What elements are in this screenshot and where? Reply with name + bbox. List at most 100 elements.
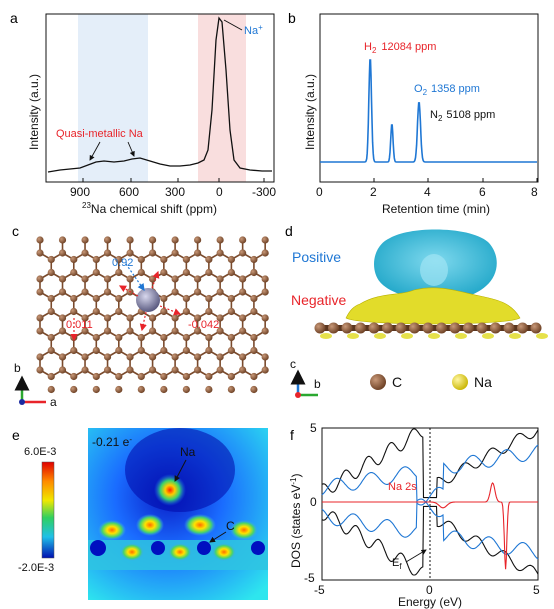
carbon-atom — [103, 327, 112, 335]
panel-a-xticks: 900 600 300 0 -300 — [70, 185, 276, 199]
carbon-atom — [103, 249, 112, 257]
carbon-atom — [58, 288, 67, 296]
carbon-atom — [115, 346, 123, 355]
carbon-atom — [216, 327, 224, 335]
carbon-atom — [36, 249, 44, 257]
gc-chromatogram-line — [320, 59, 537, 163]
carbon-atom — [36, 366, 44, 374]
carbon-atom — [103, 288, 112, 296]
carbon-atom — [205, 346, 213, 355]
carbon-atom — [70, 294, 78, 303]
legend-na-label: Na — [474, 374, 492, 390]
carbon-atom — [227, 268, 235, 277]
carbon-atom — [216, 353, 224, 361]
carbon-atom — [115, 307, 123, 316]
carbon-atom — [194, 275, 202, 283]
carbon-atom — [70, 372, 78, 381]
lower-isosurface-lobe — [401, 333, 413, 339]
carbon-atom — [115, 333, 123, 342]
carbon-atom-side — [328, 322, 339, 334]
positive-label: Positive — [292, 249, 341, 265]
quasi-arrow-right — [127, 141, 135, 157]
carbon-atom — [250, 333, 258, 342]
carbon-atom — [239, 366, 247, 374]
panel-a-frame — [45, 13, 275, 183]
carbon-atom — [227, 294, 235, 303]
carbon-atom — [205, 372, 213, 381]
carbon-atom — [47, 255, 55, 264]
carbon-atom — [126, 353, 134, 361]
panel-f: f 5 0 -5 -5 0 5 Energy (eV) DOS (states … — [289, 421, 540, 609]
carbon-atom — [261, 366, 269, 374]
fermi-label: Ef — [392, 557, 402, 571]
a-xtick-0: 0 — [216, 185, 223, 199]
lower-isosurface-lobe — [347, 333, 359, 339]
carbon-atom-side — [449, 322, 461, 334]
carbon-atom — [194, 236, 202, 244]
carbon-atom — [148, 314, 157, 322]
panel-b-frame — [319, 13, 539, 183]
carbon-atom — [194, 366, 202, 374]
legend-na-sphere — [452, 374, 468, 390]
lower-isosurface-lobe — [482, 333, 494, 339]
na-atom — [136, 288, 160, 312]
carbon-atom — [182, 372, 190, 381]
graphene-lattice-top — [36, 236, 269, 394]
panel-c: c 0.92 0.011 -0.042 b a — [12, 223, 269, 409]
carbon-atom — [261, 353, 269, 361]
panel-d-letter: d — [285, 223, 293, 239]
b-xtick-8: 8 — [531, 185, 538, 199]
panel-a-letter: a — [10, 10, 18, 26]
carbon-atom — [239, 353, 247, 361]
panel-b-ylabel: Intensity (a.u.) — [303, 74, 317, 150]
e-na-arrow — [174, 459, 187, 482]
carbon-atom — [92, 268, 100, 277]
f-ytick-0: 0 — [310, 495, 317, 509]
carbon-atom — [148, 236, 157, 244]
charge-transfer-label: -0.21 e- — [92, 435, 132, 449]
panel-a-xlabel: 23Na chemical shift (ppm) — [82, 201, 217, 216]
carbon-atom-side — [490, 322, 501, 334]
carbon-atom — [92, 307, 100, 316]
b-xtick-2: 2 — [370, 185, 377, 199]
panel-a: a 900 600 300 0 -300 23Na chemical shift… — [10, 10, 276, 216]
carbon-atom — [261, 314, 269, 322]
axis-b2-label: b — [314, 377, 321, 391]
carbon-atom — [115, 294, 123, 303]
carbon-atom — [137, 346, 145, 355]
b-xtick-0: 0 — [316, 185, 323, 199]
carbon-atom — [92, 372, 100, 381]
carbon-atom-side — [395, 322, 407, 334]
carbon-atom-side — [368, 322, 380, 334]
carbon-atom — [239, 249, 247, 257]
axis-a-label: a — [50, 395, 57, 409]
axes-cb: c b — [290, 357, 321, 398]
carbon-atom — [81, 249, 89, 257]
carbon-atom — [47, 268, 55, 277]
a-xtick-900: 900 — [70, 185, 90, 199]
carbon-atom — [58, 353, 67, 361]
negative-label: Negative — [291, 292, 346, 308]
panel-f-ylabel: DOS (states eV-1) — [289, 474, 303, 569]
carbon-atom — [47, 385, 55, 394]
carbon-atom — [261, 288, 269, 296]
positive-inner — [420, 254, 448, 286]
f-xtick-0: 0 — [426, 583, 433, 597]
carbon-atom-side — [476, 322, 488, 334]
carbon-atom — [126, 249, 134, 257]
carbon-atom — [36, 288, 44, 296]
carbon-atom — [70, 307, 78, 316]
axes-ab: b a — [14, 361, 57, 409]
carbon-atom-side — [463, 322, 474, 334]
panel-e: e 6.0E-3 -2.0E-3 -0.21 e- Na C — [12, 427, 268, 600]
charge-arrow-left — [118, 285, 139, 297]
panel-f-xlabel: Energy (eV) — [398, 595, 462, 609]
carbon-atom — [194, 327, 202, 335]
negative-isosurface — [345, 287, 521, 325]
carbon-atom — [216, 314, 224, 322]
panel-b: b 0 2 4 6 8 Retention time (min) Intensi… — [288, 10, 539, 216]
carbon-atom — [126, 236, 134, 244]
panel-b-tickmarks — [319, 178, 538, 182]
carbon-atom — [239, 327, 247, 335]
carbon-atom — [137, 372, 145, 381]
